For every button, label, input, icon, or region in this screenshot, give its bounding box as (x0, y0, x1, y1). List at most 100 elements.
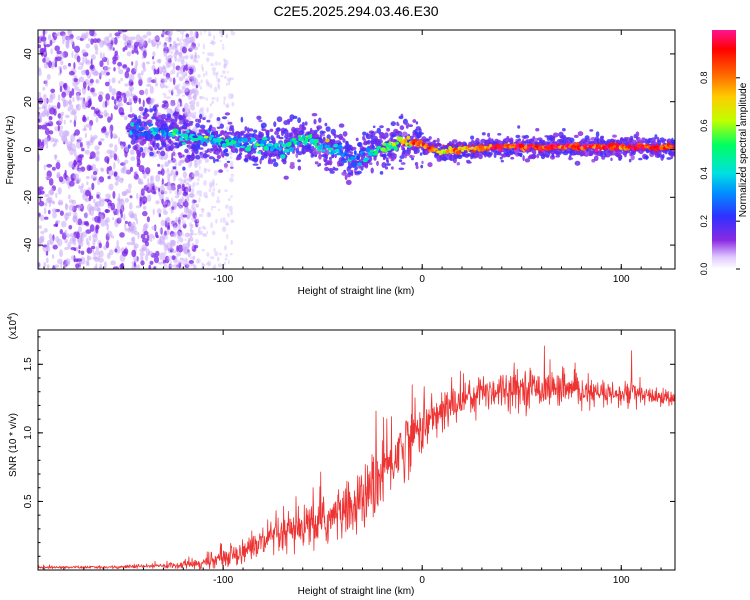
noise-dot (167, 255, 172, 261)
noise-dot (52, 211, 57, 219)
ridge-core-dot (260, 139, 266, 144)
noise-dot (193, 32, 196, 37)
ridge-halo-dot (524, 134, 530, 139)
noise-dot (78, 137, 83, 142)
noise-dot (86, 247, 93, 254)
spectrogram-marks (38, 30, 675, 269)
noise-dot (222, 43, 224, 47)
noise-dot (163, 201, 168, 205)
ridge-core-dot (388, 141, 392, 146)
ridge-core-dot (259, 143, 265, 147)
noise-dot (89, 206, 95, 211)
noise-dot (87, 85, 90, 91)
noise-dot (118, 98, 122, 105)
noise-dot (63, 212, 70, 220)
noise-dot (107, 175, 111, 180)
noise-dot (42, 103, 48, 109)
noise-dot (196, 54, 200, 59)
noise-dot (67, 30, 71, 35)
ridge-halo-dot (370, 167, 374, 174)
ridge-core-dot (280, 141, 283, 145)
noise-dot (200, 30, 202, 36)
noise-dot (154, 35, 160, 41)
ridge-core-dot (344, 153, 350, 157)
noise-dot (224, 75, 227, 79)
ridge-core-dot (369, 149, 375, 153)
ridge-halo-dot (297, 151, 303, 156)
noise-dot (199, 96, 202, 100)
noise-dot (98, 242, 103, 249)
noise-dot (89, 65, 94, 70)
noise-dot (143, 230, 149, 236)
noise-dot (224, 63, 228, 67)
ridge-halo-dot (316, 126, 320, 132)
noise-dot (198, 108, 203, 115)
ridge-halo-dot (600, 153, 604, 158)
noise-dot (116, 239, 119, 248)
noise-dot (141, 62, 146, 69)
noise-dot (161, 239, 166, 245)
ridge-halo-dot (362, 131, 367, 136)
ridge-core-dot (470, 150, 477, 153)
ridge-halo-dot (650, 140, 656, 145)
noise-dot (167, 39, 172, 43)
noise-dot (146, 83, 152, 87)
ridge-halo-dot (569, 137, 575, 143)
ridge-core-dot (325, 138, 330, 143)
colorbar-tick-label: 0.4 (699, 167, 709, 180)
top-y-tick-label: 0 (23, 146, 34, 152)
noise-dot (77, 165, 80, 170)
ridge-core-dot (207, 130, 211, 133)
noise-dot (42, 30, 46, 37)
ridge-halo-dot (333, 167, 339, 171)
noise-dot (126, 51, 132, 57)
noise-dot (220, 218, 223, 223)
ridge-halo-dot (164, 123, 168, 126)
noise-dot (176, 252, 182, 257)
ridge-halo-dot (208, 156, 215, 160)
noise-dot (158, 187, 161, 192)
noise-dot (176, 235, 182, 239)
noise-dot (189, 30, 193, 36)
noise-dot (94, 250, 101, 256)
ridge-halo-dot (625, 137, 631, 140)
noise-dot (214, 251, 219, 257)
noise-dot (38, 186, 44, 191)
noise-dot (145, 254, 149, 262)
noise-dot (132, 95, 138, 102)
noise-dot (66, 261, 70, 266)
noise-dot (148, 233, 154, 239)
noise-dot (57, 258, 63, 265)
noise-dot (160, 168, 165, 176)
noise-dot (94, 145, 100, 151)
noise-dot (187, 152, 191, 155)
ridge-halo-dot (178, 114, 183, 121)
noise-dot (181, 94, 186, 97)
ridge-core-dot (363, 157, 370, 161)
noise-dot (230, 31, 236, 36)
noise-dot (40, 36, 47, 42)
noise-dot (124, 223, 127, 229)
noise-dot (99, 60, 104, 68)
ridge-halo-dot (231, 127, 235, 133)
noise-dot (192, 88, 197, 91)
noise-dot (174, 161, 178, 167)
noise-dot (58, 129, 64, 138)
noise-dot (133, 259, 139, 263)
noise-dot (177, 57, 181, 63)
noise-dot (57, 187, 62, 195)
noise-dot (59, 249, 63, 258)
ridge-halo-dot (310, 153, 314, 158)
noise-dot (48, 104, 51, 110)
ridge-halo-dot (216, 126, 221, 129)
ridge-core-dot (397, 136, 403, 141)
ridge-halo-dot (144, 107, 148, 114)
noise-dot (64, 114, 70, 119)
noise-dot (205, 57, 210, 63)
noise-dot (56, 56, 62, 62)
noise-dot (84, 198, 90, 203)
noise-dot (43, 164, 46, 171)
ridge-core-dot (526, 147, 530, 152)
noise-dot (215, 218, 218, 224)
noise-dot (38, 67, 41, 72)
